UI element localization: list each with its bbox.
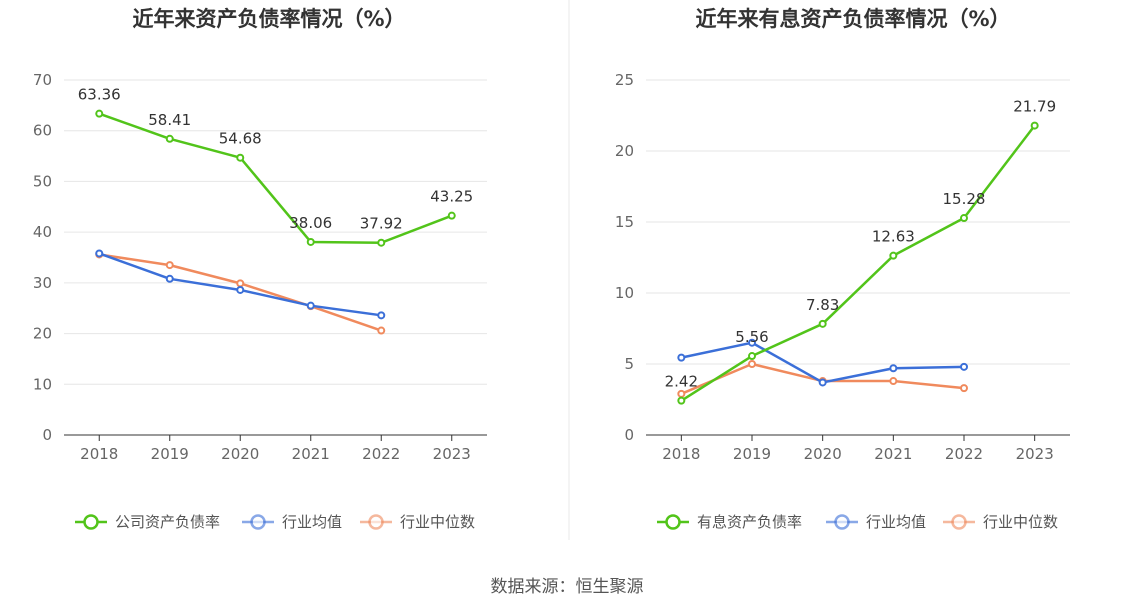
chart-title-2: 近年来有息资产负债率情况（%） [695, 7, 1010, 31]
data-point [889, 251, 898, 260]
data-label: 37.92 [360, 215, 403, 233]
x-tick-label: 2023 [1016, 445, 1054, 463]
data-label: 38.06 [289, 214, 332, 232]
y-tick-label: 10 [615, 284, 634, 302]
x-tick-label: 2021 [292, 445, 330, 463]
data-label: 2.42 [665, 373, 698, 391]
data-point [306, 237, 315, 246]
data-point [677, 396, 686, 405]
x-tick-label: 2023 [433, 445, 471, 463]
legend-label: 行业中位数 [983, 513, 1058, 531]
x-tick-label: 2019 [151, 445, 189, 463]
x-tick-label: 2019 [733, 445, 771, 463]
data-point [165, 261, 174, 270]
data-point [165, 274, 174, 283]
chart-title-1: 近年来资产负债率情况（%） [132, 7, 405, 31]
data-point [889, 364, 898, 373]
data-point [748, 352, 756, 361]
data-point [960, 362, 968, 371]
data-point [818, 319, 827, 328]
data-point [95, 109, 104, 118]
legend-marker [951, 514, 967, 530]
legend-marker [368, 514, 384, 530]
data-point [377, 326, 386, 335]
data-label: 21.79 [1013, 98, 1056, 116]
data-label: 63.36 [78, 86, 121, 104]
legend-marker [665, 514, 681, 530]
y-tick-label: 25 [615, 71, 634, 89]
data-point [960, 384, 968, 393]
data-point [889, 377, 898, 386]
legend-label: 有息资产负债率 [697, 513, 802, 531]
y-tick-label: 15 [615, 213, 634, 231]
x-tick-label: 2018 [80, 445, 118, 463]
data-point [748, 360, 756, 368]
legend-marker [250, 514, 266, 530]
y-tick-label: 20 [33, 325, 52, 343]
data-label: 5.56 [735, 328, 768, 346]
y-tick-label: 30 [33, 274, 52, 292]
data-point [165, 134, 174, 143]
data-point [377, 238, 386, 247]
y-tick-label: 50 [33, 172, 52, 190]
y-tick-label: 10 [33, 375, 52, 393]
series-line-1 [680, 124, 1036, 402]
data-label: 15.28 [943, 190, 986, 208]
x-tick-label: 2020 [804, 445, 842, 463]
y-tick-label: 0 [42, 426, 52, 444]
data-point [95, 249, 104, 258]
y-tick-label: 60 [33, 122, 52, 140]
data-label: 7.83 [806, 296, 839, 314]
data-point [1030, 121, 1039, 130]
data-label: 12.63 [872, 228, 915, 246]
x-tick-label: 2020 [221, 445, 259, 463]
data-point [818, 378, 827, 387]
data-point [677, 353, 686, 362]
data-point [677, 389, 686, 398]
data-point [447, 211, 456, 220]
data-label: 58.41 [148, 111, 191, 129]
x-tick-label: 2018 [662, 445, 700, 463]
x-tick-label: 2022 [945, 445, 983, 463]
y-tick-label: 5 [624, 355, 634, 373]
y-tick-label: 20 [615, 142, 634, 160]
data-label: 43.25 [430, 188, 473, 206]
x-tick-label: 2022 [362, 445, 400, 463]
source-note: 数据来源：恒生聚源 [491, 577, 644, 597]
data-point [748, 338, 756, 347]
y-tick-label: 70 [33, 71, 52, 89]
legend-label: 公司资产负债率 [115, 513, 220, 531]
legend-marker [834, 514, 850, 530]
data-point [236, 153, 245, 162]
data-point [306, 301, 315, 310]
legend-marker [83, 514, 99, 530]
legend-label: 行业均值 [866, 513, 926, 531]
legend-label: 行业中位数 [400, 513, 475, 531]
data-point [236, 279, 245, 288]
data-point [960, 214, 968, 223]
series-line-1 [98, 112, 453, 244]
data-point [377, 311, 386, 320]
y-tick-label: 0 [624, 426, 634, 444]
data-label: 54.68 [219, 130, 262, 148]
y-tick-label: 40 [33, 223, 52, 241]
data-point [236, 285, 245, 294]
legend-label: 行业均值 [282, 513, 342, 531]
x-tick-label: 2021 [874, 445, 912, 463]
